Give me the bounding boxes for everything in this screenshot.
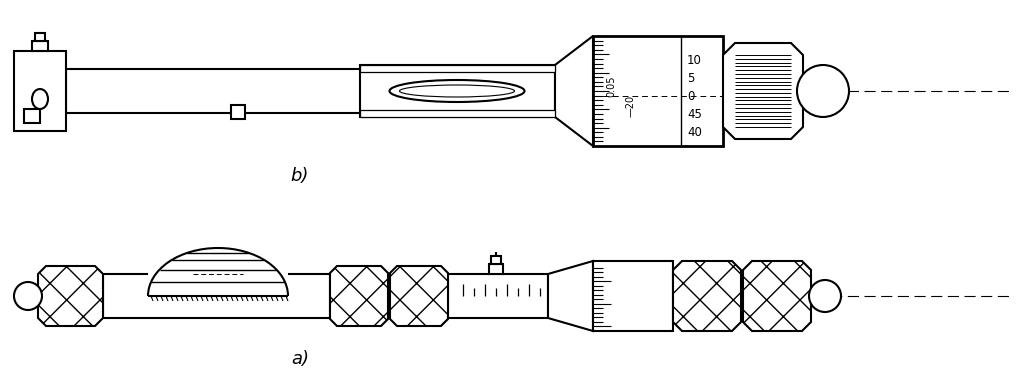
Bar bbox=[24, 109, 40, 123]
Polygon shape bbox=[555, 36, 593, 146]
Text: b): b) bbox=[291, 167, 309, 185]
Bar bbox=[66, 69, 560, 113]
Text: 10: 10 bbox=[687, 54, 701, 66]
Bar bbox=[490, 256, 501, 264]
Bar bbox=[231, 105, 245, 119]
Bar bbox=[35, 33, 45, 41]
Text: 45: 45 bbox=[687, 108, 701, 122]
Polygon shape bbox=[673, 261, 741, 331]
Circle shape bbox=[797, 65, 849, 117]
Bar bbox=[14, 51, 66, 131]
Polygon shape bbox=[548, 261, 593, 331]
Bar bbox=[360, 110, 555, 117]
Polygon shape bbox=[723, 43, 803, 139]
Text: 5: 5 bbox=[687, 72, 694, 84]
Polygon shape bbox=[38, 266, 103, 326]
Ellipse shape bbox=[32, 89, 48, 109]
Polygon shape bbox=[330, 266, 388, 326]
Ellipse shape bbox=[389, 80, 524, 102]
Polygon shape bbox=[390, 266, 449, 326]
Circle shape bbox=[14, 282, 42, 310]
Bar bbox=[103, 274, 330, 318]
Bar bbox=[593, 261, 673, 331]
Ellipse shape bbox=[399, 85, 514, 97]
Text: 0: 0 bbox=[687, 90, 694, 102]
Text: 40: 40 bbox=[687, 127, 701, 140]
Polygon shape bbox=[743, 261, 811, 331]
Bar bbox=[32, 41, 48, 51]
Text: —20: —20 bbox=[626, 95, 636, 117]
Bar bbox=[489, 264, 503, 274]
Bar bbox=[360, 65, 555, 117]
Bar bbox=[593, 36, 723, 146]
Bar bbox=[360, 65, 555, 72]
Bar bbox=[449, 274, 548, 318]
Text: 0.05: 0.05 bbox=[606, 75, 616, 97]
Circle shape bbox=[809, 280, 841, 312]
Bar bbox=[148, 246, 288, 298]
Text: a): a) bbox=[291, 350, 309, 368]
